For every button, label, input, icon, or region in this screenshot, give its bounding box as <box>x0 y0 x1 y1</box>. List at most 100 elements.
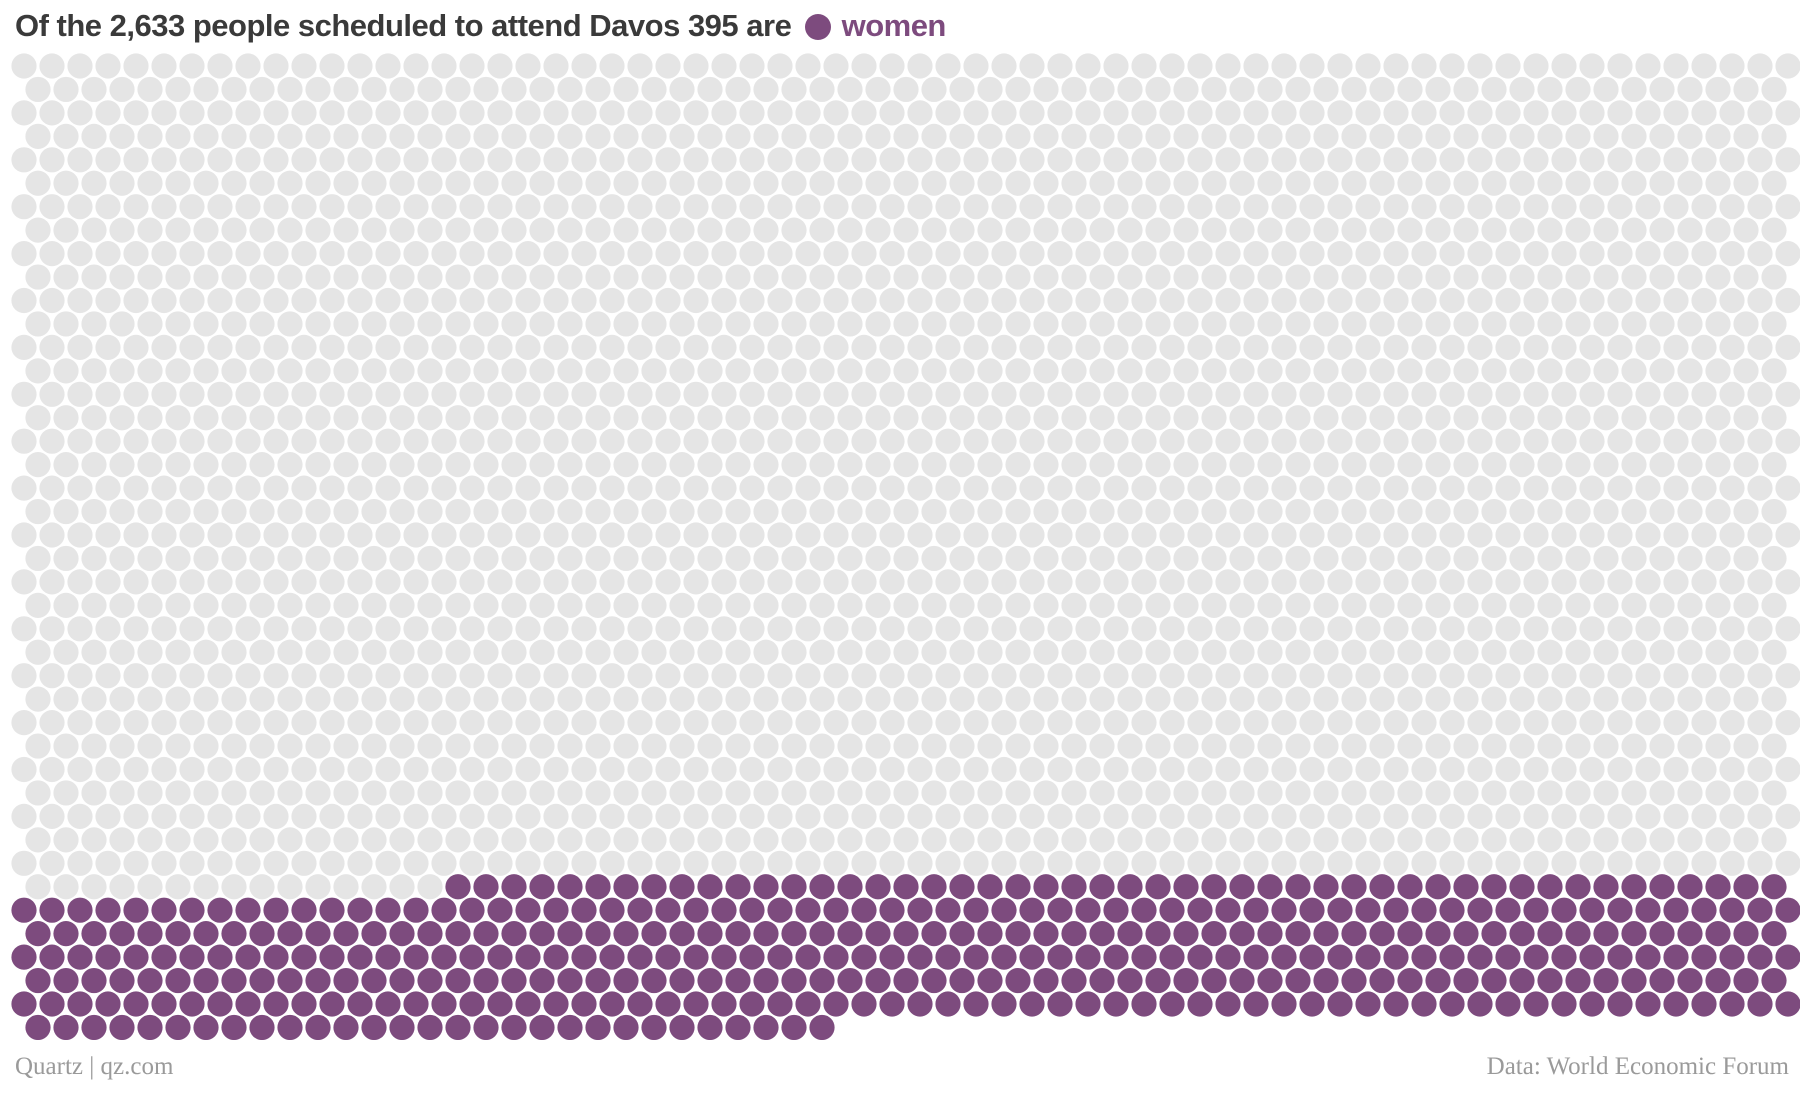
dot-attendee <box>725 686 751 712</box>
dot-attendee <box>1425 639 1451 665</box>
dot-attendee <box>935 756 961 783</box>
dot-attendee <box>585 592 611 618</box>
dot-attendee <box>1761 686 1787 712</box>
dot-women <box>1593 967 1619 994</box>
dot-attendee <box>1705 545 1731 572</box>
dot-attendee <box>1005 76 1031 103</box>
dot-women <box>1439 897 1465 923</box>
dot-attendee <box>753 170 779 196</box>
dot-attendee <box>921 264 947 290</box>
dot-attendee <box>389 358 415 384</box>
dot-attendee <box>879 194 905 220</box>
dot-attendee <box>1635 850 1661 876</box>
dot-attendee <box>795 710 821 736</box>
dot-women <box>767 944 793 970</box>
dot-attendee <box>1215 147 1241 173</box>
dot-attendee <box>1215 803 1241 830</box>
dot-attendee <box>739 428 765 454</box>
dot-attendee <box>193 405 219 431</box>
dot-attendee <box>1033 545 1059 572</box>
dot-attendee <box>1341 123 1367 149</box>
dot-attendee <box>235 850 261 876</box>
dot-attendee <box>1299 381 1325 407</box>
dot-women <box>445 1014 471 1040</box>
dot-attendee <box>641 639 667 665</box>
dot-attendee <box>1467 287 1493 314</box>
dot-attendee <box>599 428 625 454</box>
dot-attendee <box>1425 311 1451 337</box>
dot-attendee <box>613 545 639 572</box>
dot-attendee <box>1103 710 1129 736</box>
dot-attendee <box>487 428 513 454</box>
dot-attendee <box>1215 53 1241 79</box>
dot-attendee <box>767 850 793 876</box>
dot-attendee <box>655 147 681 173</box>
dot-attendee <box>1523 147 1549 173</box>
dot-attendee <box>347 475 373 501</box>
dot-attendee <box>235 53 261 79</box>
dot-attendee <box>1775 428 1800 454</box>
dot-women <box>1201 921 1227 947</box>
dot-attendee <box>767 475 793 501</box>
dot-attendee <box>1005 452 1031 478</box>
dot-attendee <box>319 381 345 407</box>
dot-attendee <box>361 217 387 243</box>
dot-attendee <box>417 170 443 196</box>
dot-women <box>893 921 919 947</box>
dot-attendee <box>557 264 583 290</box>
dot-attendee <box>1355 287 1381 314</box>
dot-attendee <box>95 53 121 79</box>
dot-attendee <box>711 194 737 220</box>
dot-attendee <box>1257 780 1283 806</box>
dot-attendee <box>1495 287 1521 314</box>
dot-attendee <box>949 592 975 618</box>
dot-women <box>1173 921 1199 947</box>
dot-attendee <box>781 358 807 384</box>
dot-attendee <box>1467 147 1493 173</box>
dot-attendee <box>837 76 863 103</box>
dot-attendee <box>1159 381 1185 407</box>
dot-attendee <box>25 827 51 853</box>
dot-attendee <box>95 663 121 689</box>
dot-attendee <box>207 100 233 126</box>
dot-attendee <box>123 241 149 267</box>
dot-women <box>1747 944 1773 970</box>
dot-attendee <box>1075 241 1101 267</box>
dot-attendee <box>669 827 695 853</box>
dot-women <box>1215 991 1241 1017</box>
dot-attendee <box>375 710 401 736</box>
dot-women <box>1173 967 1199 994</box>
dot-attendee <box>1719 381 1745 407</box>
dot-attendee <box>823 522 849 548</box>
dot-attendee <box>1075 569 1101 595</box>
dot-women <box>221 1014 247 1040</box>
dot-attendee <box>417 76 443 103</box>
dot-attendee <box>599 241 625 267</box>
dot-attendee <box>501 452 527 478</box>
dot-attendee <box>1285 264 1311 290</box>
dot-attendee <box>67 100 93 126</box>
dot-attendee <box>837 827 863 853</box>
dot-attendee <box>571 287 597 314</box>
dot-attendee <box>417 311 443 337</box>
dot-attendee <box>1635 334 1661 360</box>
dot-attendee <box>1677 780 1703 806</box>
dot-attendee <box>291 334 317 360</box>
dot-attendee <box>809 827 835 853</box>
dot-women <box>1285 967 1311 994</box>
dot-attendee <box>67 663 93 689</box>
dot-attendee <box>1313 545 1339 572</box>
dot-attendee <box>1663 53 1689 79</box>
dot-attendee <box>823 100 849 126</box>
dot-women <box>39 944 65 970</box>
dot-attendee <box>683 100 709 126</box>
dot-attendee <box>1075 147 1101 173</box>
dot-attendee <box>305 639 331 665</box>
dot-attendee <box>557 358 583 384</box>
dot-attendee <box>1607 569 1633 595</box>
dot-attendee <box>249 874 275 900</box>
dot-attendee <box>291 53 317 79</box>
dot-attendee <box>1439 803 1465 830</box>
dot-attendee <box>1761 264 1787 290</box>
dot-attendee <box>1285 498 1311 525</box>
